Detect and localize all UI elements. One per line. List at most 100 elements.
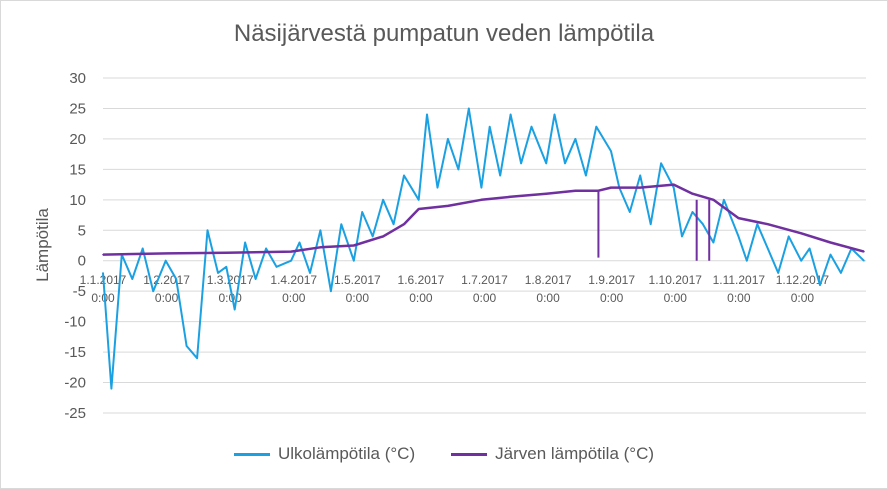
data-point-lake [574,189,577,192]
x-tick-label-date: 1.8.2017 [525,273,572,287]
data-point-outdoor [808,247,811,250]
series-line-outdoor [102,107,865,390]
data-point-outdoor [382,199,384,201]
data-point-outdoor [840,272,842,274]
data-point-outdoor [639,174,642,177]
data-point-outdoor [499,174,501,177]
data-point-outdoor [330,290,332,292]
data-point-outdoor [340,223,343,225]
x-tick-label-time: 0:00 [346,291,370,305]
data-point-outdoor [436,186,439,189]
data-point-outdoor [319,229,322,232]
data-point-outdoor [737,235,740,238]
data-point-outdoor [468,107,470,110]
data-point-outdoor [480,186,483,189]
x-tick-label-date: 1.5.2017 [334,273,381,287]
data-point-lake [610,186,612,189]
data-point-outdoor [660,162,662,165]
data-point-outdoor [649,223,652,225]
data-point-lake [403,223,405,225]
data-point-outdoor [702,223,704,225]
legend-item-lake: Järven lämpötila (°C) [451,444,654,464]
x-tick-label-date: 1.3.2017 [207,273,254,287]
y-tick-label: -10 [64,314,86,331]
y-tick-label: 5 [78,222,86,239]
y-tick-label: 20 [69,131,86,148]
data-point-outdoor [672,186,675,189]
data-point-outdoor [196,357,198,359]
data-point-outdoor [447,138,449,140]
y-tick-label: 30 [69,70,86,87]
y-tick-label: 10 [69,192,86,209]
data-point-outdoor [488,125,491,128]
data-point-lake [639,186,642,189]
data-point-outdoor [564,162,566,165]
data-point-lake [319,246,322,249]
legend-swatch-lake [451,452,488,456]
data-point-outdoor [723,199,725,201]
data-point-outdoor [185,345,188,347]
data-point-outdoor [787,235,790,238]
x-tick-label-time: 0:00 [727,291,751,305]
data-point-outdoor [102,272,104,274]
data-point-lake [167,252,169,255]
data-point-lake [766,223,769,225]
x-tick-label-time: 0:00 [600,291,624,305]
data-point-outdoor [691,211,694,213]
data-point-lake [545,192,547,195]
data-point-outdoor [225,266,228,268]
data-point-lake [417,208,420,210]
data-point-outdoor [275,266,278,268]
data-point-lake [863,250,865,253]
x-tick-label-date: 1.9.2017 [588,273,635,287]
x-tick-label-date: 1.12.2017 [776,273,830,287]
chart-title: Näsijärvestä pumpatun veden lämpötila [233,20,655,47]
data-point-outdoor [110,387,113,390]
data-point-lake [672,183,675,186]
series-line-lake [102,183,865,256]
x-tick-label-date: 1.7.2017 [461,273,508,287]
data-point-outdoor [457,168,460,171]
data-point-lake [829,241,832,244]
data-point-outdoor [553,113,556,116]
data-point-outdoor [756,223,759,225]
data-point-outdoor [712,241,715,244]
x-tick-label-time: 0:00 [791,291,815,305]
data-point-lake [509,195,512,198]
y-tick-label: -25 [64,405,86,422]
x-tick-label-time: 0:00 [664,291,688,305]
data-point-lake [712,199,715,201]
y-tick-label: -15 [64,344,86,361]
x-tick-label-time: 0:00 [155,291,179,305]
data-point-outdoor [520,162,522,165]
chart-legend: Ulkolämpötila (°C) Järven lämpötila (°C) [0,444,888,464]
data-point-outdoor [141,247,144,250]
data-point-outdoor [585,174,587,177]
data-point-outdoor [800,259,802,262]
data-point-lake [737,217,740,219]
data-point-lake [480,199,483,201]
x-tick-label-time: 0:00 [282,291,306,305]
data-point-outdoor [417,199,420,201]
legend-label-outdoor: Ulkolämpötila (°C) [277,444,416,463]
data-point-outdoor [361,211,364,213]
data-point-outdoor [545,162,547,165]
data-point-lake [447,205,449,207]
data-point-outdoor [309,272,311,274]
data-point-lake [353,244,355,247]
data-point-outdoor [233,308,236,311]
data-point-outdoor [509,113,512,116]
x-tick-label-time: 0:00 [91,291,115,305]
data-point-outdoor [610,150,612,152]
x-tick-label-date: 1.10.2017 [649,273,703,287]
data-point-lake [800,232,802,235]
data-point-lake [290,250,292,253]
data-point-outdoor [244,241,246,244]
data-point-outdoor [206,229,209,232]
legend-label-lake: Järven lämpötila (°C) [495,444,655,463]
data-point-outdoor [681,235,683,238]
data-point-outdoor [265,247,267,250]
x-tick-label-time: 0:00 [218,291,242,305]
y-tick-label: -5 [73,283,86,300]
data-point-outdoor [530,125,533,128]
